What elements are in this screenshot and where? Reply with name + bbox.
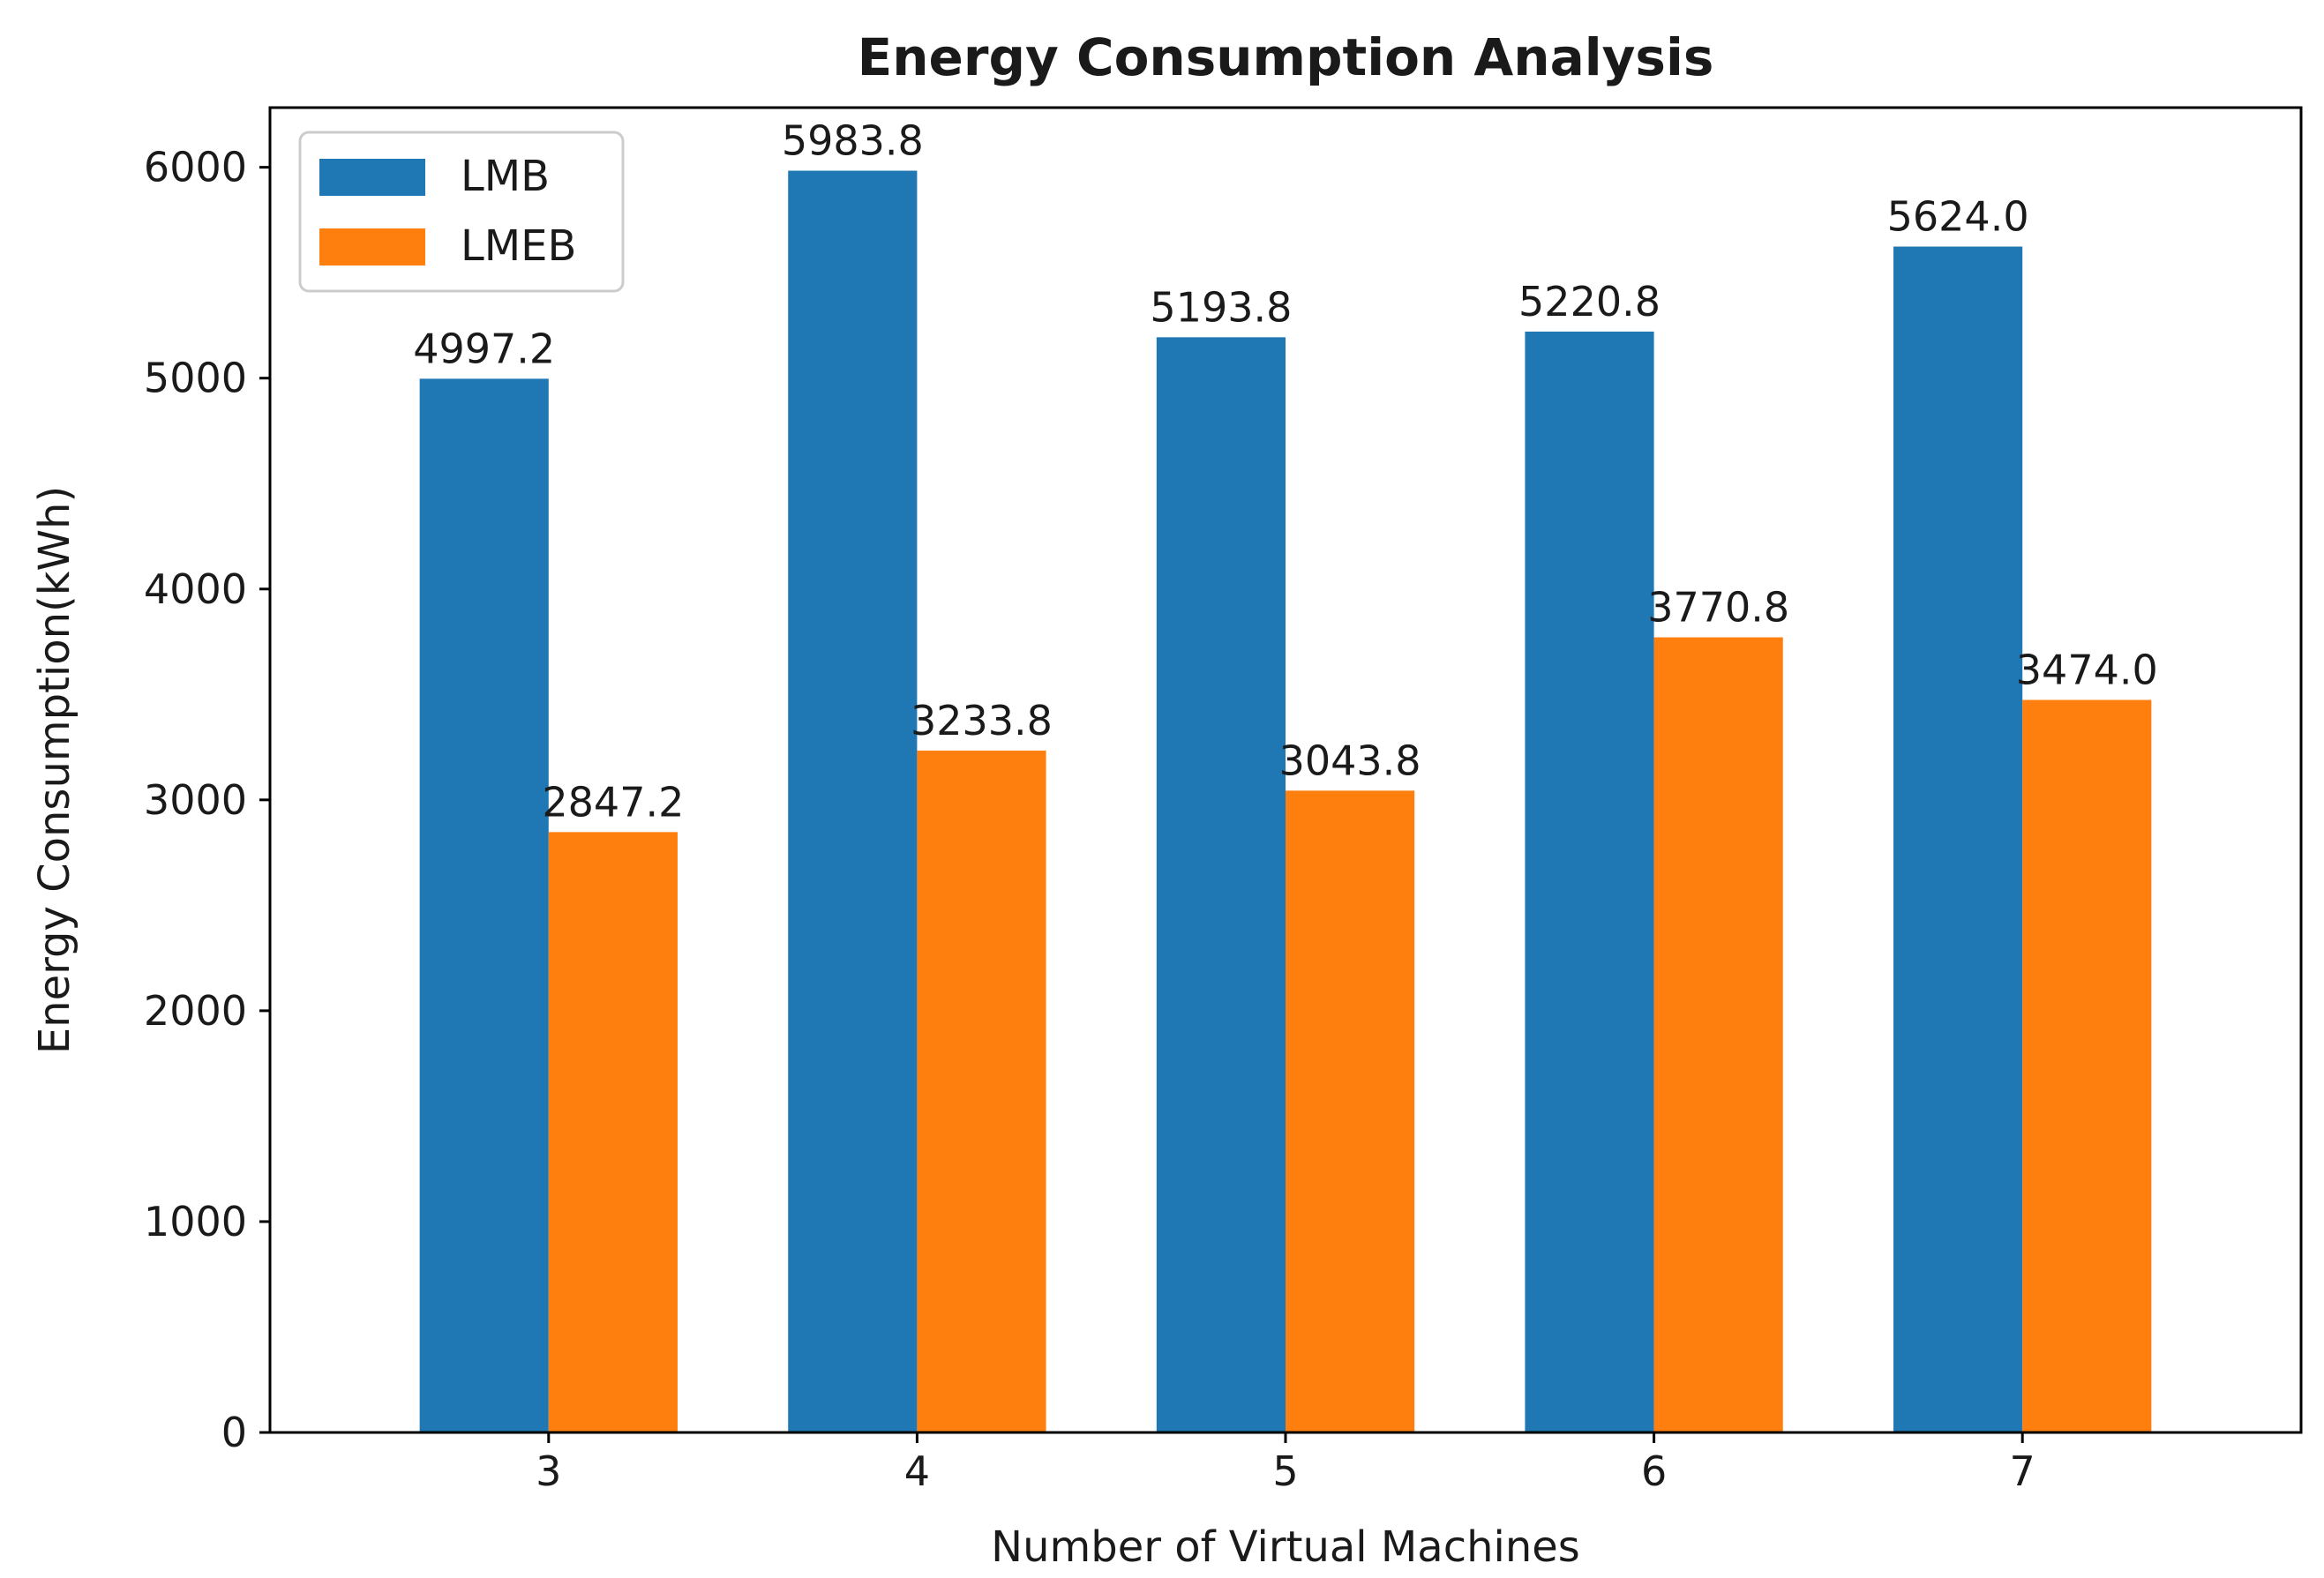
x-tick-label-5: 5 [1272,1447,1298,1495]
data-label-lmb-4: 5983.8 [782,117,924,165]
legend-swatch-lmeb [319,228,425,265]
y-tick-label-2000: 2000 [144,987,247,1035]
y-axis-ticks: 0 1000 2000 3000 4000 5000 6000 [144,144,270,1456]
y-tick-label-1000: 1000 [144,1198,247,1245]
data-label-lmeb-4: 3233.8 [911,697,1053,744]
bar-lmeb-4 [917,750,1046,1432]
legend-swatch-lmb [319,159,425,196]
data-label-lmb-3: 4997.2 [413,325,555,372]
chart-title: Energy Consumption Analysis [858,27,1714,87]
x-axis-ticks: 3 4 5 6 7 [536,1432,2035,1495]
x-tick-label-6: 6 [1641,1447,1667,1495]
bar-lmeb-3 [548,832,678,1432]
bar-lmb-7 [1893,246,2023,1432]
data-labels-layer: 4997.2 2847.2 5983.8 3233.8 5193.8 3043.8 5220… [413,117,2158,826]
legend-label-lmeb: LMEB [461,221,576,271]
y-axis-label: Energy Consumption(kWh) [30,486,79,1054]
x-tick-label-3: 3 [536,1447,561,1495]
y-tick-label-3000: 3000 [144,776,247,824]
bar-lmb-5 [1156,337,1286,1432]
data-label-lmb-6: 5220.8 [1518,278,1661,325]
bar-lmeb-7 [2022,699,2152,1432]
y-tick-label-6000: 6000 [144,144,247,191]
y-tick-label-5000: 5000 [144,355,247,402]
x-tick-label-4: 4 [904,1447,930,1495]
data-label-lmeb-7: 3474.0 [2016,647,2158,694]
data-label-lmeb-3: 2847.2 [542,778,684,826]
plot-frame [268,106,2303,1434]
bar-lmb-3 [419,378,549,1432]
bars-layer [419,170,2152,1433]
legend: LMB LMEB [298,131,625,293]
legend-label-lmb: LMB [461,152,550,201]
x-axis-label: Number of Virtual Machines [991,1522,1580,1572]
bar-lmeb-6 [1653,637,1783,1432]
data-label-lmb-5: 5193.8 [1150,283,1292,331]
y-tick-label-0: 0 [221,1409,247,1456]
data-label-lmb-7: 5624.0 [1887,193,2029,241]
bar-lmb-4 [788,170,918,1432]
y-tick-label-4000: 4000 [144,565,247,613]
data-label-lmeb-6: 3770.8 [1647,584,1789,632]
data-label-lmeb-5: 3043.8 [1279,737,1421,784]
bar-lmeb-5 [1286,790,1415,1432]
bar-lmb-6 [1525,331,1654,1433]
x-tick-label-7: 7 [2010,1447,2035,1495]
